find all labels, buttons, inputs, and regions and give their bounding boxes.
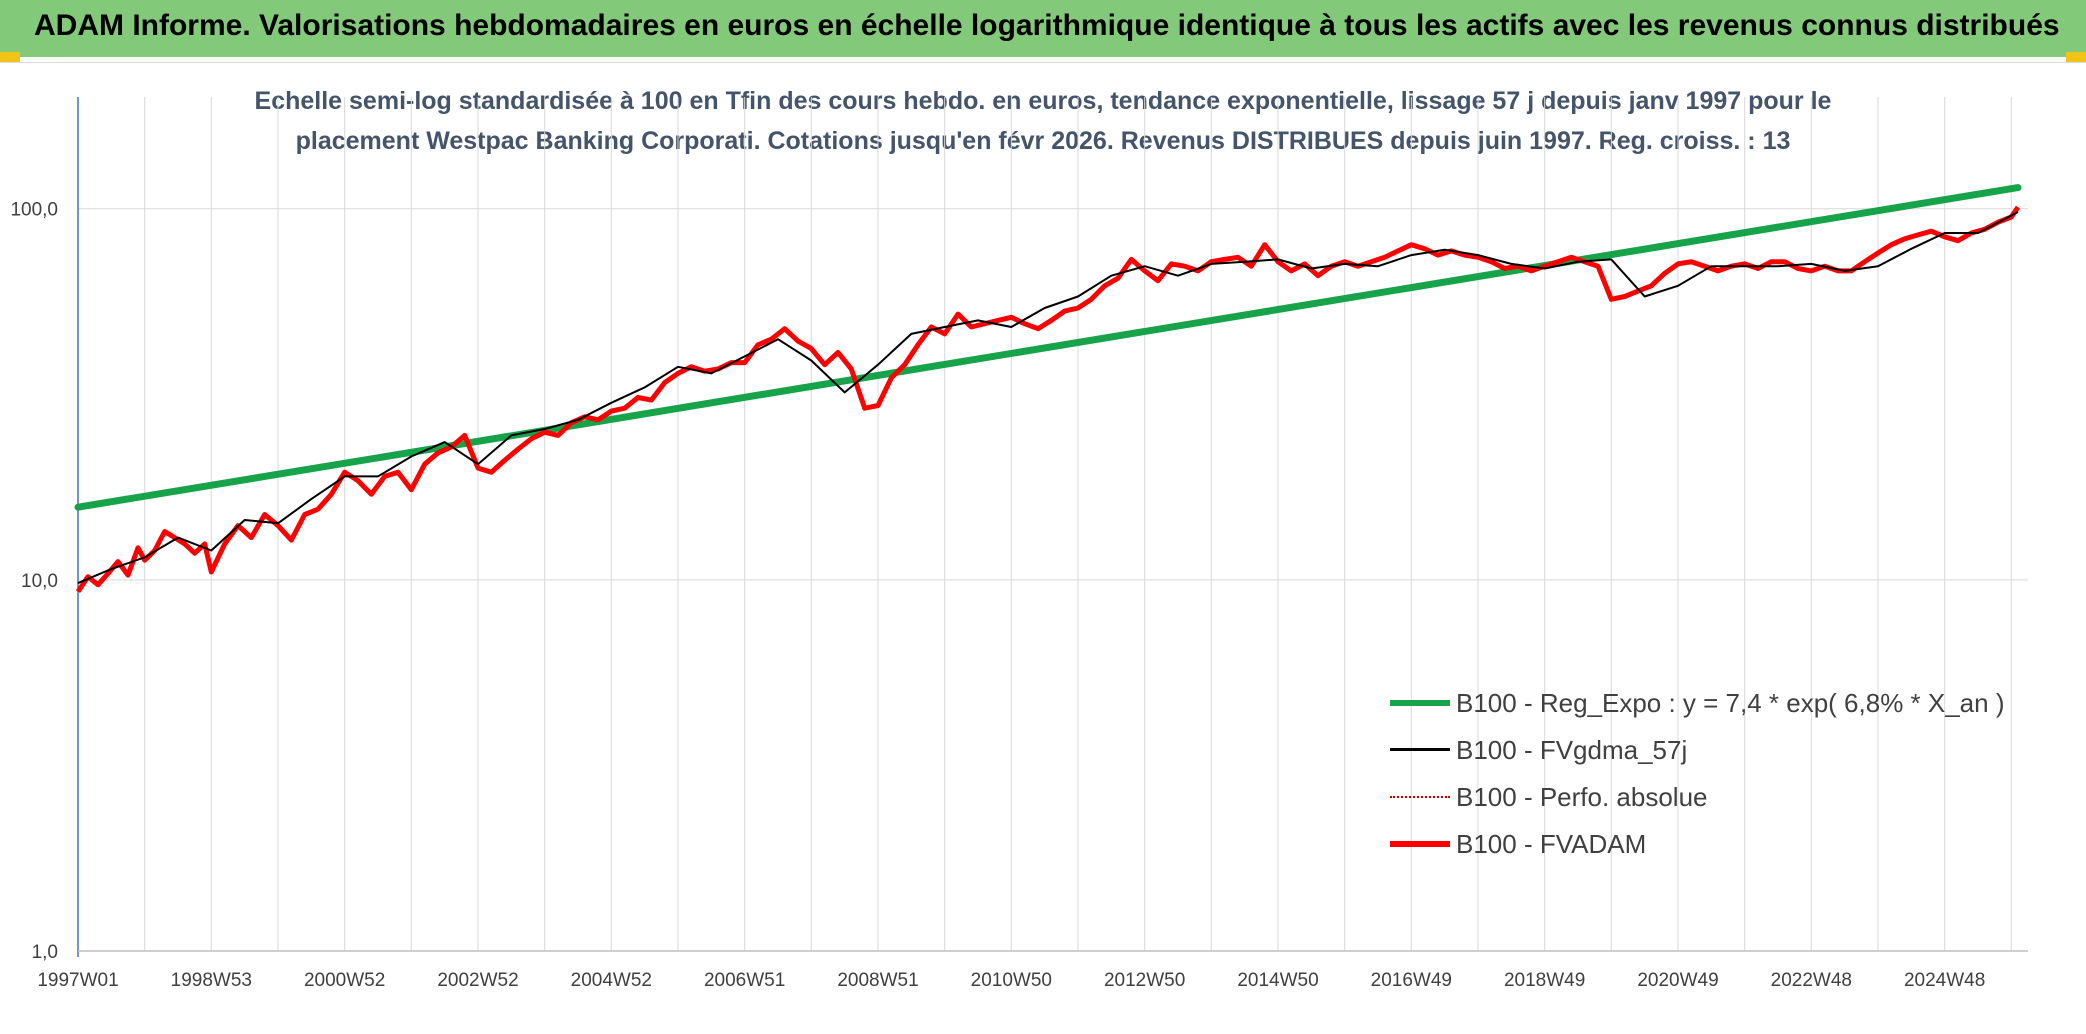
y-tick-label: 10,0 bbox=[21, 571, 58, 592]
legend-swatch-regression bbox=[1390, 693, 1450, 713]
chart-area: Echelle semi-log standardisée à 100 en T… bbox=[0, 62, 2086, 1034]
x-tick-label: 2012W50 bbox=[1104, 970, 1185, 991]
x-tick-label: 2010W50 bbox=[971, 970, 1052, 991]
legend-label-perfo: B100 - Perfo. absolue bbox=[1456, 781, 1708, 812]
x-tick-label: 2002W52 bbox=[437, 970, 518, 991]
chart-title-line-1: Echelle semi-log standardisée à 100 en T… bbox=[254, 87, 1832, 115]
series-fvgdma-line bbox=[77, 211, 2019, 585]
series-regression-line bbox=[74, 184, 2022, 511]
x-tick-label: 1997W01 bbox=[37, 970, 118, 991]
x-tick-label: 2014W50 bbox=[1237, 970, 1318, 991]
x-tick-label: 2024W48 bbox=[1904, 970, 1985, 991]
legend-label-fvgdma: B100 - FVgdma_57j bbox=[1456, 734, 1688, 765]
corner-marker-left bbox=[0, 52, 20, 62]
series-fvadam-line bbox=[75, 205, 2021, 593]
x-tick-label: 2018W49 bbox=[1504, 970, 1585, 991]
chart-plot: 1,0 10,0 100,0 1997W01 1998W53 2000W52 2002W52… bbox=[10, 97, 2028, 991]
y-tick-label: 1,0 bbox=[32, 942, 58, 963]
legend-item-fvgdma: B100 - FVgdma_57j bbox=[1390, 730, 1687, 770]
legend-label-fvadam: B100 - FVADAM bbox=[1456, 828, 1647, 859]
x-tick-label: 2004W52 bbox=[571, 970, 652, 991]
legend-item-perfo: B100 - Perfo. absolue bbox=[1390, 777, 1708, 817]
x-tick-label: 2008W51 bbox=[837, 970, 918, 991]
report-title: ADAM Informe. Valorisations hebdomadaire… bbox=[34, 9, 2060, 42]
legend-label-regression: B100 - Reg_Expo : y = 7,4 * exp( 6,8% * … bbox=[1456, 687, 2005, 718]
legend-swatch-perfo bbox=[1390, 787, 1450, 807]
x-tick-label: 2020W49 bbox=[1637, 970, 1718, 991]
report-header: ADAM Informe. Valorisations hebdomadaire… bbox=[0, 0, 2086, 57]
x-tick-label: 2006W51 bbox=[704, 970, 785, 991]
x-tick-label: 2022W48 bbox=[1771, 970, 1852, 991]
y-tick-label: 100,0 bbox=[10, 200, 58, 221]
x-tick-label: 2016W49 bbox=[1371, 970, 1452, 991]
x-tick-label: 1998W53 bbox=[171, 970, 252, 991]
legend-swatch-fvgdma bbox=[1390, 740, 1450, 760]
corner-marker-right bbox=[2066, 52, 2086, 62]
legend-item-fvadam: B100 - FVADAM bbox=[1390, 824, 1646, 864]
legend-item-regression: B100 - Reg_Expo : y = 7,4 * exp( 6,8% * … bbox=[1390, 683, 2005, 723]
legend-swatch-fvadam bbox=[1390, 834, 1450, 854]
x-tick-label: 2000W52 bbox=[304, 970, 385, 991]
